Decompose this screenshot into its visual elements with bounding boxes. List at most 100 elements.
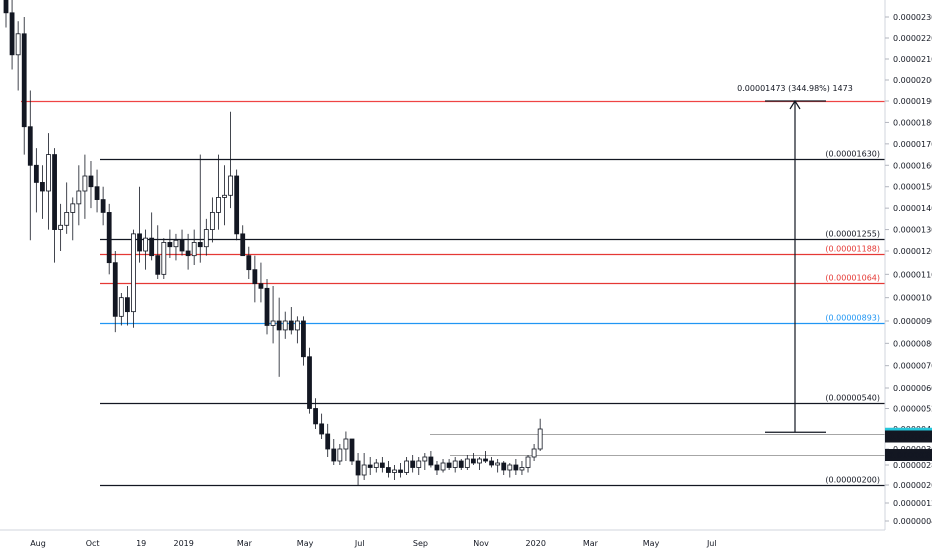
candle-body (537, 428, 543, 450)
candle-body (167, 242, 173, 248)
price-tick-label: 0.00001500 (893, 183, 932, 192)
candle-body (106, 212, 112, 264)
candle-body (149, 237, 155, 257)
candle-body (307, 356, 312, 409)
price-tick-label: 0.00000900 (893, 317, 932, 326)
price-badge-label: 0.00000410 (888, 433, 932, 442)
candle-body (519, 467, 525, 471)
time-tick-label: 2019 (174, 539, 194, 548)
candle-body (422, 456, 428, 462)
price-tick-label: 0.00000800 (893, 339, 932, 348)
measure-tool[interactable]: 0.00001473 (344.98%) 1473 (737, 84, 853, 433)
candle-body (21, 33, 27, 128)
price-axis[interactable]: 0.00000045 0.00000120 0.00000200 0.00000280… (884, 0, 932, 550)
candle-body (112, 262, 118, 317)
price-tick-label: 0.00000700 (893, 362, 932, 371)
candle-body (331, 448, 337, 462)
candle-body (525, 456, 531, 468)
candle-body (313, 408, 318, 425)
candle-body (355, 460, 361, 476)
candle-body (464, 458, 470, 468)
level-label: (0.00000200) (825, 476, 880, 485)
candle-body (246, 255, 252, 271)
price-tick-label: 0.00002100 (893, 55, 932, 64)
time-tick-label: Sep (413, 539, 428, 548)
candle-body (118, 297, 124, 317)
time-tick-label: May (643, 539, 660, 548)
candle-body (185, 250, 191, 257)
candle-body (373, 462, 379, 468)
time-tick-label: May (297, 539, 314, 548)
time-tick-label: Aug (30, 539, 46, 548)
candle-body (203, 229, 209, 248)
candle-body (137, 233, 142, 252)
candle-body (294, 320, 300, 331)
price-tick-label: 0.00001000 (893, 294, 932, 303)
candle-body (470, 458, 476, 464)
candle-body (222, 194, 227, 198)
price-tick-label: 0.00002000 (893, 76, 932, 85)
candle-body (477, 458, 482, 464)
horizontal-levels[interactable]: 0.00001900 (0.00001630) (0.00001255) (0.000… (21, 95, 932, 487)
candle-body (349, 438, 355, 462)
candle-body (58, 224, 64, 230)
time-tick-label: Jul (354, 539, 365, 548)
candle-body (458, 460, 464, 468)
candle-body (240, 233, 246, 257)
candle-body (209, 212, 215, 230)
candle-body (392, 469, 397, 473)
candle-body (155, 255, 161, 275)
candle-body (161, 242, 167, 275)
time-tick-label: Mar (583, 539, 599, 548)
candle-body (319, 423, 325, 435)
price-tick-label: 0.00000120 (893, 499, 932, 508)
candle-body (52, 154, 57, 230)
candle-body (428, 456, 434, 466)
candle-body (94, 186, 100, 200)
candle-body (197, 242, 203, 248)
price-tick-label: 0.00001600 (893, 161, 932, 170)
candle-body (82, 175, 88, 192)
candle-body (410, 460, 416, 468)
candle-body (513, 464, 519, 471)
candle-body (88, 175, 94, 188)
candle-body (143, 237, 149, 252)
level-label: (0.00001630) (825, 150, 880, 159)
candle-body (386, 467, 391, 473)
measure-arrowhead (789, 99, 801, 110)
price-tick-label: 0.00002200 (893, 34, 932, 43)
price-tick-label: 0.00001200 (893, 247, 932, 256)
price-tick-label: 0.00001900 (893, 97, 932, 106)
candle-body (440, 462, 446, 471)
candle-body (489, 460, 495, 466)
candle-body (100, 199, 106, 213)
candle-body (9, 12, 15, 56)
level-label: (0.00000893) (825, 314, 880, 323)
candle-body (501, 462, 507, 471)
candle-body (452, 460, 458, 468)
price-badge (885, 449, 932, 461)
candle-body (288, 320, 294, 331)
time-axis[interactable]: Aug Oct 19 2019 Mar May Jul Sep Nov 2020 Mar May Jul (0, 529, 885, 548)
candle-body (416, 460, 422, 468)
candle-body (228, 175, 233, 196)
price-tick-label: 0.00001800 (893, 118, 932, 127)
candle-body (46, 154, 51, 192)
price-tick-label: 0.00000600 (893, 384, 932, 393)
candle-body (379, 462, 385, 468)
candle-body (276, 320, 282, 331)
candle-body (131, 233, 136, 313)
level-label: (0.00001064) (825, 274, 880, 283)
candle-body (3, 0, 9, 14)
candle-body (507, 464, 513, 471)
price-tick-label: 0.00000200 (893, 481, 932, 490)
candle-body (483, 458, 488, 462)
candle-body (337, 448, 343, 462)
price-tick-label: 0.00001700 (893, 140, 932, 149)
time-tick-label: Mar (237, 539, 253, 548)
time-tick-label: 19 (136, 539, 146, 548)
candle-body (125, 297, 130, 313)
candle-body (495, 462, 501, 466)
candle-body (398, 469, 403, 473)
